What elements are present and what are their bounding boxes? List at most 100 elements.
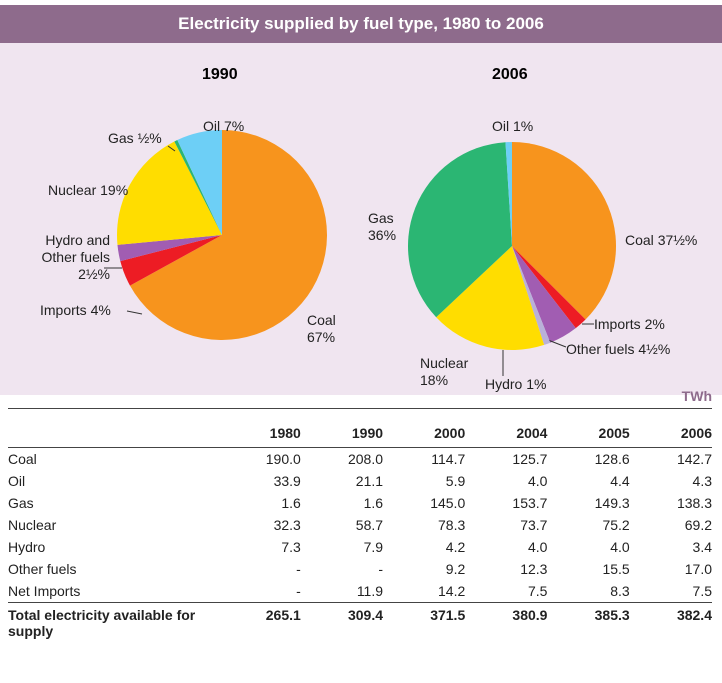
slice-value: 36% [368,227,397,243]
cell: - [296,583,301,599]
cell: 7.3 [281,539,301,555]
pie-charts [104,130,617,376]
cell: 8.3 [610,583,630,599]
cell: 4.0 [610,539,630,555]
cell: 4.4 [610,473,630,489]
slice-category: Oil [203,118,221,134]
slice-label: Gas ½% [108,130,162,147]
pie-slice [408,142,512,318]
table-row: Gas 1.6 1.6 145.0 153.7 149.3 138.3 [8,492,712,514]
column-header: 2000 [383,408,466,448]
slice-label: Nuclear 18% [420,355,475,389]
cell: 4.0 [528,473,548,489]
slice-category: Oil [492,118,510,134]
cell: - [378,561,384,577]
data-table: 1980 1990 2000 2004 2005 2006 Coal 190.0 208.0 11… [8,408,712,639]
table-row: Hydro 7.3 7.9 4.2 4.0 4.0 3.4 [8,536,712,558]
cell: 14.2 [438,583,466,599]
row-label: Oil [8,473,26,489]
slice-value: 4½% [638,341,671,357]
slice-label: Other fuels 4½% [566,341,670,358]
cell: 11.9 [356,583,384,599]
slice-category: Imports [40,302,87,318]
cell: 12.3 [520,561,548,577]
cell: 7.5 [528,583,548,599]
slice-label: Coal 67% [307,312,352,346]
cell: 265.1 [218,602,301,639]
cell: 7.5 [692,583,712,599]
cell: 69.2 [684,517,712,533]
slice-label: Oil 7% [203,118,244,135]
slice-category: Nuclear [420,355,469,371]
row-label: Other fuels [8,561,77,577]
pie-title: 2006 [492,66,528,83]
cell: 138.3 [676,495,712,511]
pie-slice [512,246,576,343]
leader-line [547,339,567,348]
cell: 380.9 [465,602,548,639]
slice-value: 2% [644,316,665,332]
slice-label: Imports 4% [40,302,111,319]
cell: 190.0 [265,451,301,467]
slice-label: Hydro and Other fuels 2½% [18,232,110,283]
slice-category: Coal [307,312,336,328]
row-label: Total electricity available for supply [8,602,219,639]
slice-value: 37½% [657,232,698,248]
pie-slice [117,141,222,245]
cell: - [296,561,301,577]
cell: 4.0 [528,539,548,555]
cell: 17.0 [684,561,712,577]
pie-slice [436,246,545,350]
slice-category: Coal [625,232,654,248]
cell: 21.1 [355,473,384,489]
slice-category: Imports [594,316,641,332]
cell: 15.5 [602,561,630,577]
slice-value: 1% [526,376,547,392]
cell: 7.9 [363,539,384,555]
leader-line [126,310,143,315]
cell: 75.2 [602,517,630,533]
leader-line [167,145,176,152]
cell: 142.7 [676,451,712,467]
table-row: Nuclear 32.3 58.7 78.3 73.7 75.2 69.2 [8,514,712,536]
column-header: 2005 [547,408,630,448]
slice-category: Other fuels [566,341,635,357]
row-label: Hydro [8,539,46,555]
row-label: Coal [8,451,37,467]
cell: 382.4 [629,602,712,639]
slice-value: 19% [100,182,129,198]
column-header: 1980 [218,408,301,448]
cell: 78.3 [438,517,466,533]
pie-slice [117,235,222,262]
slice-value: 7% [224,118,245,134]
slice-label: Imports 2% [594,316,665,333]
slice-label: Nuclear 19% [48,182,128,199]
slice-value: 18% [420,372,449,388]
title-bar: Electricity supplied by fuel type, 1980 … [0,5,722,43]
pie-slice [177,130,222,235]
slice-category: Hydro [485,376,523,392]
column-header: 1990 [300,408,384,448]
slice-value: 1% [513,118,534,134]
cell: 1.6 [281,495,301,511]
cell: 32.3 [273,517,301,533]
row-label: Gas [8,495,34,511]
slice-category: Nuclear [48,182,97,198]
pie-slice [505,142,512,246]
cell: 4.2 [445,539,466,555]
table-row: Oil 33.9 21.1 5.9 4.0 4.4 4.3 [8,470,712,492]
cell: 33.9 [273,473,301,489]
slice-value: 2½% [78,266,110,282]
header-cell [8,408,219,448]
cell: 145.0 [430,495,466,511]
pie-title: 1990 [202,66,238,83]
column-header: 2004 [465,408,548,448]
cell: 309.4 [300,602,384,639]
slice-label: Hydro 1% [485,376,546,393]
header-row: 1980 1990 2000 2004 2005 2006 [8,408,712,448]
row-label: Net Imports [8,583,81,599]
unit: TWh [681,388,712,404]
cell: 4.3 [692,473,712,489]
table-row: Other fuels - - 9.2 12.3 15.5 17.0 [8,558,712,580]
